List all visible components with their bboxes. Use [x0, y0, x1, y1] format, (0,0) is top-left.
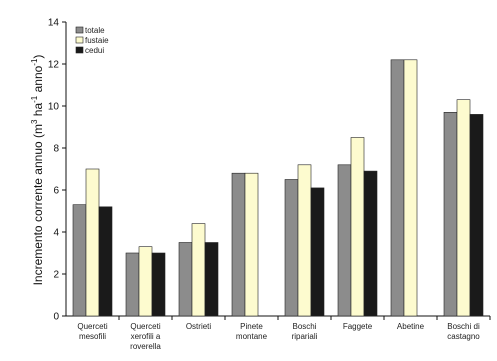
bar-totale — [178, 242, 193, 317]
bar-cedui — [151, 252, 166, 317]
y-tick-label: 12 — [48, 60, 60, 71]
y-axis-title: Incremento corrente annuo (m3 ha-1 anno-… — [30, 55, 45, 286]
bar-cedui — [98, 206, 113, 317]
y-tick-label: 6 — [53, 186, 59, 197]
category-label: montane — [236, 332, 268, 341]
category-label: Abetine — [397, 322, 425, 331]
legend-label-totale: totale — [85, 26, 105, 35]
category-label: Pinete — [240, 322, 263, 331]
y-tick-label: 8 — [53, 144, 59, 155]
category-label: castagno — [447, 332, 480, 341]
bar-fustaie — [244, 172, 259, 317]
legend-swatch-fustaie — [75, 36, 84, 44]
bar-cedui — [204, 242, 219, 317]
bars — [72, 59, 484, 317]
bar-cedui — [310, 187, 325, 317]
bar-totale — [390, 59, 405, 317]
bar-fustaie — [403, 59, 418, 317]
category-label: Ostrieti — [186, 322, 212, 331]
bar-fustaie — [191, 223, 206, 317]
bar-totale — [231, 172, 246, 317]
category-label: Boschi di — [447, 322, 480, 331]
bar-fustaie — [85, 168, 100, 317]
legend-swatch-totale — [75, 26, 84, 34]
bar-fustaie — [350, 137, 365, 317]
bar-cedui — [469, 114, 484, 317]
bar-totale — [443, 112, 458, 317]
bar-totale — [284, 179, 299, 317]
bar-fustaie — [297, 164, 312, 317]
bar-cedui — [363, 170, 378, 317]
legend-label-fustaie: fustaie — [85, 36, 109, 45]
category-label: Querceti — [77, 322, 107, 331]
bar-totale — [72, 204, 87, 317]
bar-totale — [337, 164, 352, 317]
category-label: ripariali — [292, 332, 318, 341]
category-label: mesofili — [79, 332, 106, 341]
category-label: Boschi — [292, 322, 316, 331]
y-tick-label: 14 — [48, 18, 60, 29]
category-label: roverella — [130, 342, 161, 351]
bar-totale — [125, 252, 140, 317]
y-tick-label: 2 — [53, 270, 59, 281]
legend-label-cedui: cedui — [85, 46, 104, 55]
bar-fustaie — [456, 99, 471, 317]
category-label: xerofili a — [131, 332, 161, 341]
legend-swatch-cedui — [75, 46, 84, 54]
bar-fustaie — [138, 246, 153, 317]
category-label: Faggete — [343, 322, 373, 331]
y-tick-label: 0 — [53, 312, 59, 323]
y-tick-label: 4 — [53, 228, 59, 239]
category-label: Querceti — [130, 322, 160, 331]
y-axis: 0 2 4 6 8 10 12 14 — [48, 18, 67, 323]
x-axis — [66, 315, 491, 320]
y-tick-label: 10 — [48, 102, 60, 113]
